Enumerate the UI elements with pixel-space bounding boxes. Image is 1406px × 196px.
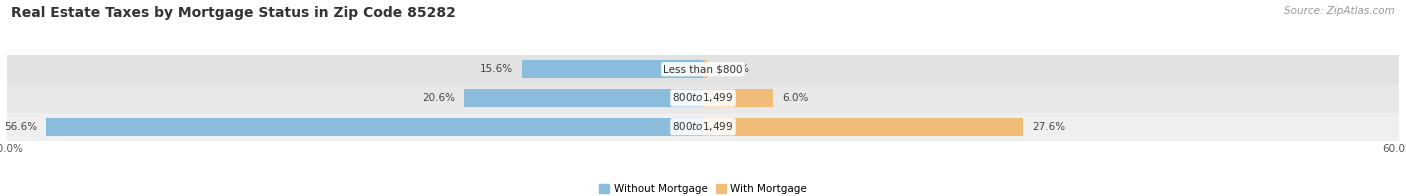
Bar bbox=[703, 118, 1024, 136]
Text: Less than $800: Less than $800 bbox=[664, 64, 742, 74]
Bar bbox=[7, 112, 1399, 141]
Text: $800 to $1,499: $800 to $1,499 bbox=[672, 120, 734, 133]
Text: 0.36%: 0.36% bbox=[717, 64, 749, 74]
Text: 15.6%: 15.6% bbox=[479, 64, 513, 74]
Bar bbox=[703, 60, 707, 78]
Text: 20.6%: 20.6% bbox=[422, 93, 454, 103]
Bar bbox=[7, 55, 1399, 84]
Text: 56.6%: 56.6% bbox=[4, 122, 37, 132]
Text: 27.6%: 27.6% bbox=[1032, 122, 1066, 132]
Legend: Without Mortgage, With Mortgage: Without Mortgage, With Mortgage bbox=[595, 180, 811, 196]
Bar bbox=[703, 89, 773, 107]
Text: $800 to $1,499: $800 to $1,499 bbox=[672, 92, 734, 104]
Bar bbox=[464, 89, 703, 107]
Bar bbox=[46, 118, 703, 136]
Text: Real Estate Taxes by Mortgage Status in Zip Code 85282: Real Estate Taxes by Mortgage Status in … bbox=[11, 6, 456, 20]
Bar bbox=[7, 84, 1399, 112]
Text: Source: ZipAtlas.com: Source: ZipAtlas.com bbox=[1284, 6, 1395, 16]
Text: 6.0%: 6.0% bbox=[782, 93, 808, 103]
Bar bbox=[522, 60, 703, 78]
